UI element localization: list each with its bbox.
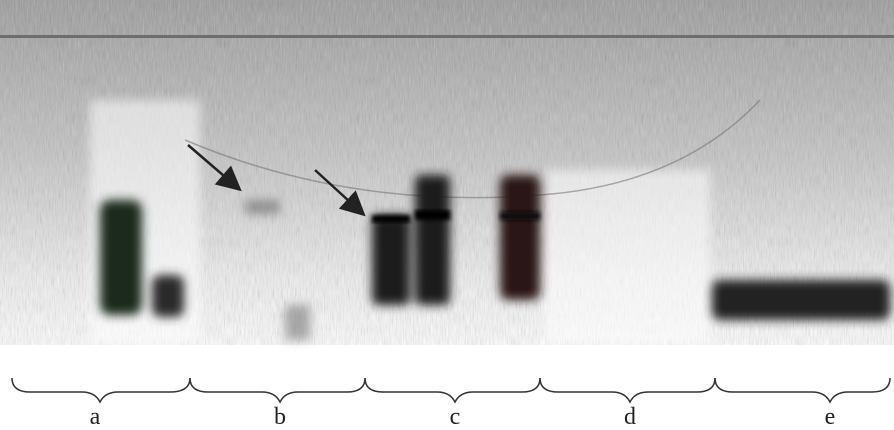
lane-label: d bbox=[624, 404, 636, 430]
lane-labels: a b c d e bbox=[90, 404, 836, 430]
lane-label: b bbox=[274, 404, 286, 430]
arrow bbox=[187, 144, 242, 192]
gel-background bbox=[0, 0, 894, 345]
band-lines bbox=[372, 210, 540, 223]
lane-braces bbox=[11, 377, 891, 404]
gel-bands bbox=[100, 175, 890, 340]
lane-label: c bbox=[450, 404, 461, 430]
arrows bbox=[187, 144, 366, 217]
arrow bbox=[314, 169, 366, 217]
lane-label: e bbox=[825, 404, 836, 430]
lane-label: a bbox=[90, 404, 101, 430]
